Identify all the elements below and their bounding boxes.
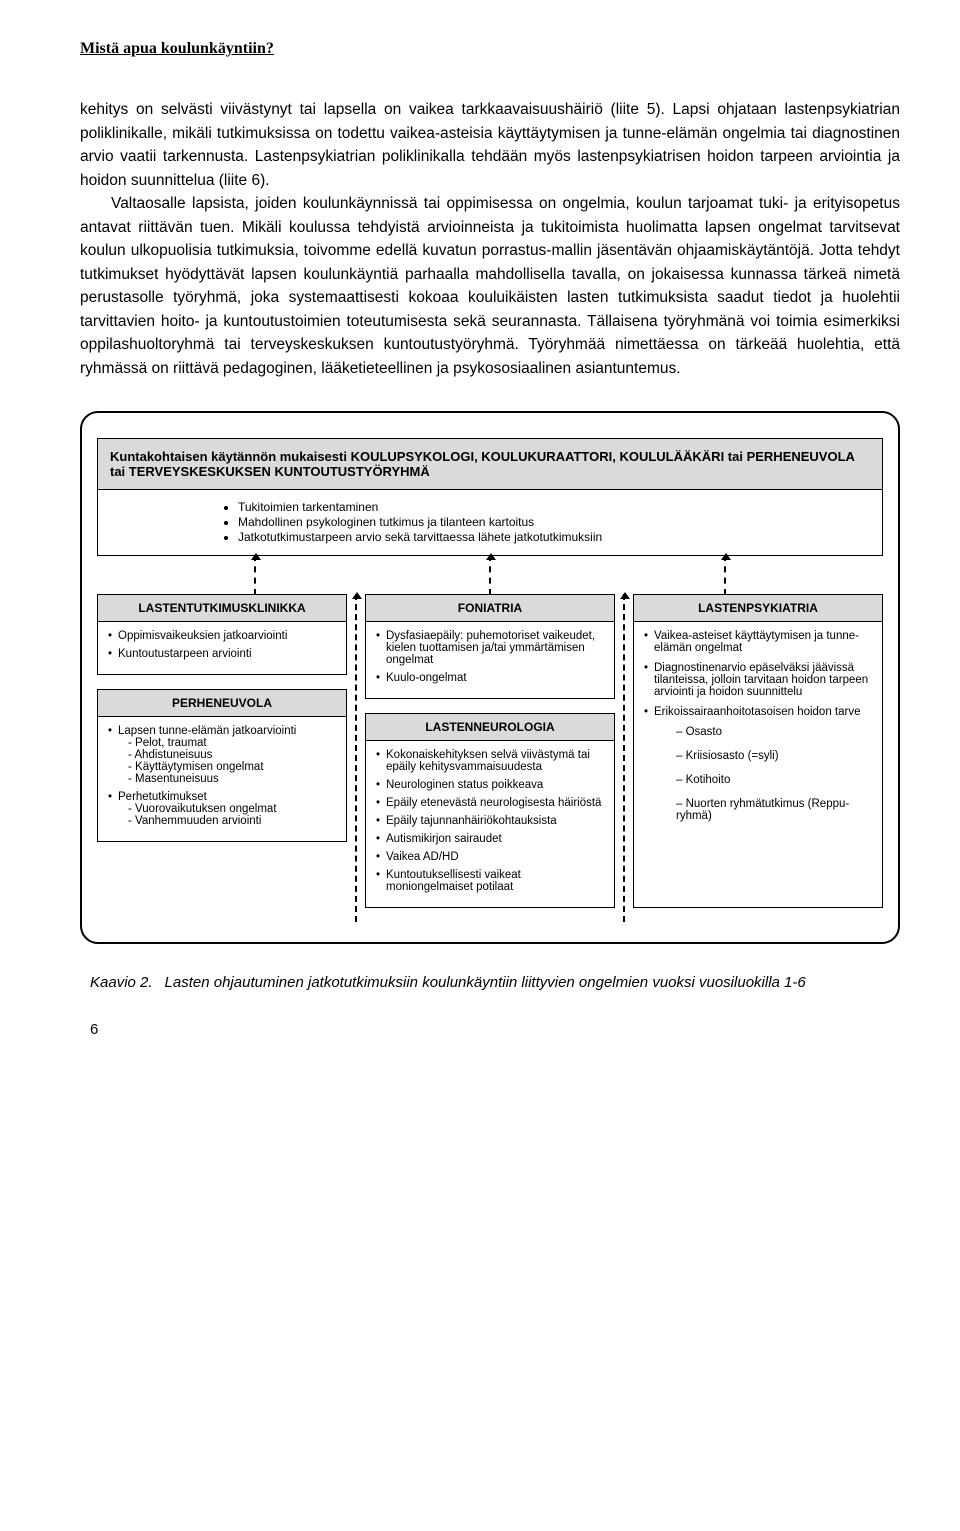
paragraph-2: Valtaosalle lapsista, joiden koulunkäynn… — [80, 192, 900, 380]
list-item: Vaikea AD/HD — [376, 851, 604, 863]
sub-item: Pelot, traumat — [128, 737, 207, 749]
list-item: Oppimisvaikeuksien jatkoarviointi — [108, 630, 336, 642]
box-lastenpsykiatria: LASTENPSYKIATRIA Vaikea-asteiset käyttäy… — [633, 594, 883, 908]
box-body: Kokonaiskehityksen selvä viivästymä tai … — [366, 741, 614, 907]
sub-item: Kriisiosasto (=syli) — [676, 750, 779, 762]
sub-item: Vanhemmuuden arviointi — [128, 815, 261, 827]
list-item: Epäily tajunnanhäiriökohtauksista — [376, 815, 604, 827]
sub-item: Vuorovaikutuksen ongelmat — [128, 803, 277, 815]
arrow-icon — [489, 555, 491, 595]
box-title: LASTENTUTKIMUSKLINIKKA — [98, 595, 346, 622]
list-item: Kuntoutustarpeen arviointi — [108, 648, 336, 660]
sub-item: Käyttäytymisen ongelmat — [128, 761, 264, 773]
column-3: LASTENPSYKIATRIA Vaikea-asteiset käyttäy… — [633, 594, 883, 922]
sub-list: Osasto Kriisiosasto (=syli) Kotihoito Nu… — [666, 726, 872, 822]
column-1: LASTENTUTKIMUSKLINIKKA Oppimisvaikeuksie… — [97, 594, 347, 922]
flowchart: Kuntakohtaisen käytännön mukaisesti KOUL… — [80, 411, 900, 944]
page-header: Mistä apua koulunkäyntiin? — [80, 40, 900, 58]
top-item: Tukitoimien tarkentaminen — [238, 500, 882, 514]
box-lastenneurologia: LASTENNEUROLOGIA Kokonaiskehityksen selv… — [365, 713, 615, 908]
box-title: FONIATRIA — [366, 595, 614, 622]
item-text: Lapsen tunne-elämän jatkoarviointi — [118, 725, 296, 737]
box-perheneuvola: PERHENEUVOLA Lapsen tunne-elämän jatkoar… — [97, 689, 347, 842]
box-body: Lapsen tunne-elämän jatkoarviointi Pelot… — [98, 717, 346, 841]
list-item: Erikoissairaanhoitotasoisen hoidon tarve… — [644, 706, 872, 822]
page-number: 6 — [80, 1021, 900, 1038]
item-text: Erikoissairaanhoitotasoisen hoidon tarve — [654, 706, 860, 718]
box-body: Dysfasiaepäily: puhemotoriset vaikeudet,… — [366, 622, 614, 698]
top-box: Kuntakohtaisen käytännön mukaisesti KOUL… — [97, 438, 883, 556]
box-body: Vaikea-asteiset käyttäytymisen ja tunne-… — [634, 622, 882, 838]
paragraph-1: kehitys on selvästi viivästynyt tai laps… — [80, 98, 900, 192]
columns: LASTENTUTKIMUSKLINIKKA Oppimisvaikeuksie… — [97, 594, 883, 922]
dashed-separator — [623, 594, 625, 922]
list-item: Perhetutkimukset Vuorovaikutuksen ongelm… — [108, 791, 336, 827]
top-item: Jatkotutkimustarpeen arvio sekä tarvitta… — [238, 530, 882, 544]
arrow-icon — [254, 555, 256, 595]
item-text: Perhetutkimukset — [118, 791, 207, 803]
arrow-icon — [724, 555, 726, 595]
box-body: Oppimisvaikeuksien jatkoarviointi Kuntou… — [98, 622, 346, 674]
sub-item: Osasto — [676, 726, 722, 738]
arrow-row — [97, 555, 883, 595]
list-item: Kuulo-ongelmat — [376, 672, 604, 684]
box-title: LASTENNEUROLOGIA — [366, 714, 614, 741]
top-box-title: Kuntakohtaisen käytännön mukaisesti KOUL… — [98, 439, 882, 490]
list-item: Neurologinen status poikkeava — [376, 779, 604, 791]
box-lastentutkimusklinikka: LASTENTUTKIMUSKLINIKKA Oppimisvaikeuksie… — [97, 594, 347, 675]
list-item: Vaikea-asteiset käyttäytymisen ja tunne-… — [644, 630, 872, 654]
sub-item: Nuorten ryhmätutkimus (Reppu-ryhmä) — [676, 798, 849, 822]
caption-text: Lasten ohjautuminen jatkotutkimuksiin ko… — [165, 974, 806, 991]
sub-list: Vuorovaikutuksen ongelmat Vanhemmuuden a… — [118, 803, 336, 827]
list-item: Kokonaiskehityksen selvä viivästymä tai … — [376, 749, 604, 773]
body-text: kehitys on selvästi viivästynyt tai laps… — [80, 98, 900, 381]
sub-item: Kotihoito — [676, 774, 730, 786]
dashed-separator — [355, 594, 357, 922]
list-item: Diagnostinenarvio epäselväksi jäävissä t… — [644, 662, 872, 698]
list-item: Autismikirjon sairaudet — [376, 833, 604, 845]
top-item: Mahdollinen psykologinen tutkimus ja til… — [238, 515, 882, 529]
top-box-items: Tukitoimien tarkentaminen Mahdollinen ps… — [98, 490, 882, 555]
sub-item: Masentuneisuus — [128, 773, 219, 785]
box-title: LASTENPSYKIATRIA — [634, 595, 882, 622]
list-item: Epäily etenevästä neurologisesta häiriös… — [376, 797, 604, 809]
list-item: Dysfasiaepäily: puhemotoriset vaikeudet,… — [376, 630, 604, 666]
list-item: Lapsen tunne-elämän jatkoarviointi Pelot… — [108, 725, 336, 785]
list-item: Kuntoutuksellisesti vaikeat moniongelmai… — [376, 869, 604, 893]
page: Mistä apua koulunkäyntiin? kehitys on se… — [0, 0, 960, 1068]
caption-label: Kaavio 2. — [90, 974, 153, 991]
column-2: FONIATRIA Dysfasiaepäily: puhemotoriset … — [365, 594, 615, 922]
figure-caption: Kaavio 2. Lasten ohjautuminen jatkotutki… — [80, 974, 900, 991]
box-foniatria: FONIATRIA Dysfasiaepäily: puhemotoriset … — [365, 594, 615, 699]
sub-item: Ahdistuneisuus — [128, 749, 212, 761]
sub-list: Pelot, traumat Ahdistuneisuus Käyttäytym… — [118, 737, 336, 785]
box-title: PERHENEUVOLA — [98, 690, 346, 717]
